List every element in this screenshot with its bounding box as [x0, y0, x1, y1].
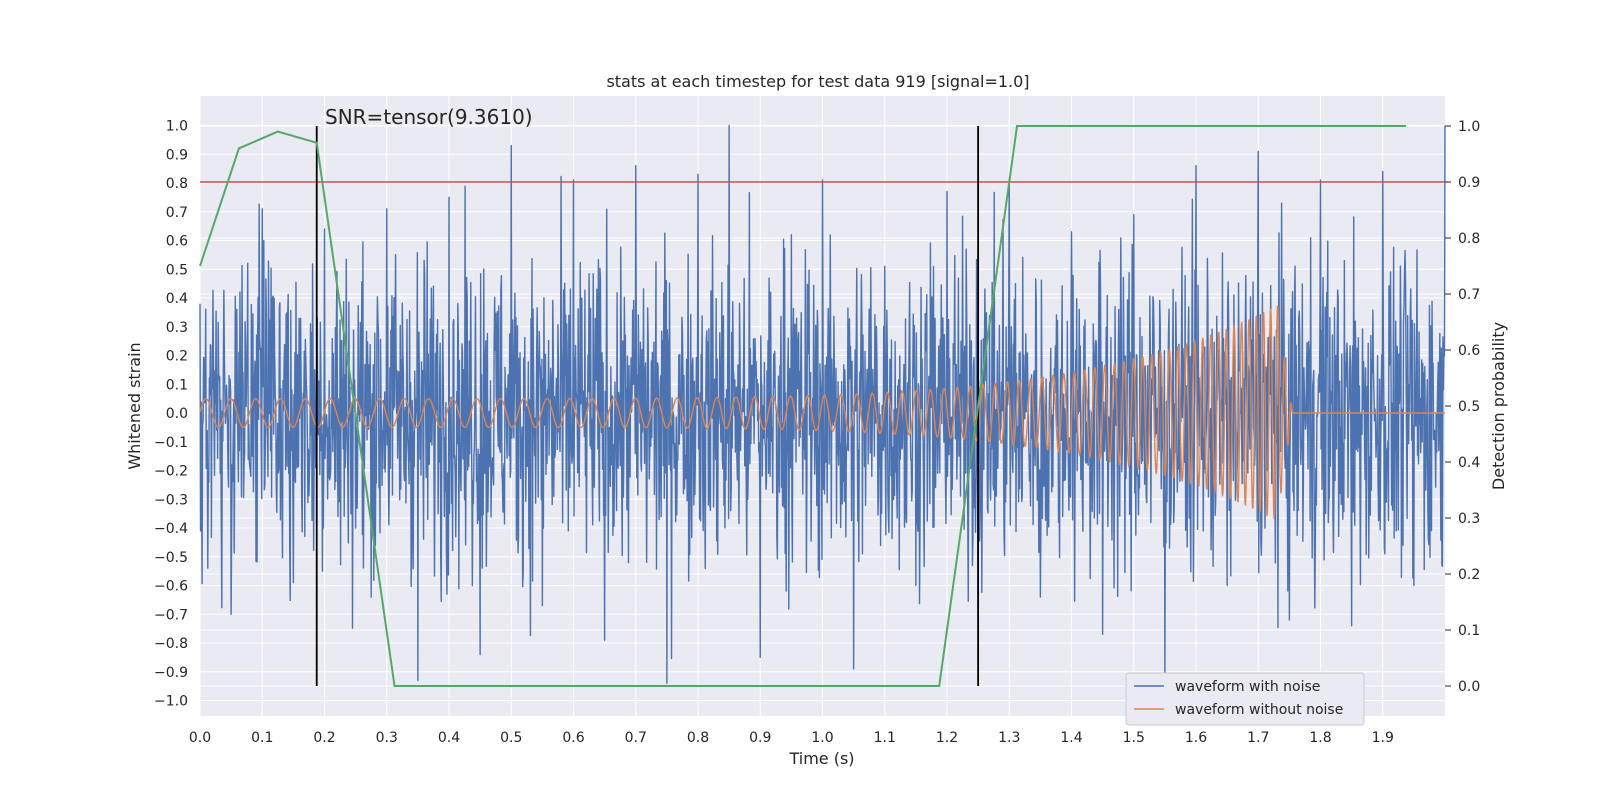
y-tick-label: 0.3: [166, 320, 188, 336]
x-tick-label: 1.9: [1372, 730, 1394, 746]
legend-label-noise: waveform with noise: [1175, 679, 1320, 695]
x-tick-label: 0.9: [749, 730, 771, 746]
snr-annotation: SNR=tensor(9.3610): [325, 105, 533, 129]
y2-tick-label: 0.3: [1458, 511, 1480, 527]
x-tick-label: 0.7: [625, 730, 647, 746]
legend-box: [1125, 672, 1365, 726]
x-tick-label: 0.5: [500, 730, 522, 746]
x-tick-label: 0.6: [562, 730, 584, 746]
x-tick-label: 1.4: [1060, 730, 1082, 746]
legend-label-clean: waveform without noise: [1175, 702, 1343, 718]
x-tick-label: 0.1: [251, 730, 273, 746]
y-tick-label: 1.0: [166, 119, 188, 135]
y-tick-label: 0.5: [166, 262, 188, 278]
y2-tick-label: 0.6: [1458, 343, 1480, 359]
y-tick-label: −0.4: [154, 521, 188, 537]
x-tick-label: 1.8: [1309, 730, 1331, 746]
y-tick-label: 0.1: [166, 377, 188, 393]
x-tick-label: 0.2: [313, 730, 335, 746]
x-axis-title: Time (s): [788, 749, 854, 768]
x-tick-label: 1.0: [811, 730, 833, 746]
y2-tick-label: 0.9: [1458, 175, 1480, 191]
x-tick-label: 1.5: [1123, 730, 1145, 746]
y-tick-label: −0.5: [154, 550, 188, 566]
x-tick-label: 1.7: [1247, 730, 1269, 746]
y-tick-label: −0.8: [154, 636, 188, 652]
line-waveform-with-noise: [199, 124, 1446, 684]
series-waveform-without-noise: [199, 305, 1445, 520]
y2-tick-label: 1.0: [1458, 119, 1480, 135]
overlays: [199, 125, 1445, 687]
y-tick-label: −0.7: [154, 607, 188, 623]
y-tick-label: −0.9: [154, 665, 188, 681]
y-tick-label: 0.7: [166, 205, 188, 221]
y-tick-label: −0.2: [154, 464, 188, 480]
y2-axis-title: Detection probability: [1489, 322, 1508, 490]
chart-title: stats at each timestep for test data 919…: [606, 72, 1029, 91]
legend: waveform with noise waveform without noi…: [1125, 672, 1365, 726]
y-tick-label: −0.1: [154, 435, 188, 451]
x-tick-label: 0.0: [189, 730, 211, 746]
x-tick-label: 1.2: [936, 730, 958, 746]
y-tick-label: −0.3: [154, 492, 188, 508]
y-tick-label: 0.6: [166, 234, 188, 250]
x-tick-label: 0.3: [376, 730, 398, 746]
y2-tick-label: 0.7: [1458, 287, 1480, 303]
y2-tick-label: 0.2: [1458, 567, 1480, 583]
x-tick-label: 1.1: [874, 730, 896, 746]
y-tick-label: 0.0: [166, 406, 188, 422]
y2-tick-label: 0.4: [1458, 455, 1480, 471]
line-detection-probability: [199, 125, 1407, 687]
y2-tick-label: 0.1: [1458, 623, 1480, 639]
y-tick-label: −1.0: [154, 694, 188, 710]
x-axis-ticks: 0.0 0.1 0.2 0.3 0.4 0.5 0.6 0.7 0.8 0.9 1.0 1.1 1.2 1…: [189, 730, 1394, 746]
x-tick-label: 0.8: [687, 730, 709, 746]
y-tick-label: 0.9: [166, 147, 188, 163]
y2-tick-label: 0.0: [1458, 679, 1480, 695]
y-tick-label: −0.6: [154, 579, 188, 595]
y-tick-label: 0.2: [166, 349, 188, 365]
y-axis-ticks: 1.0 0.9 0.8 0.7 0.6 0.5 0.4 0.3 0.2 0.1 0.0 −0.1 −0.…: [154, 119, 188, 710]
y2-axis-ticks: 1.0 0.9 0.8 0.7 0.6 0.5 0.4 0.3 0.2 0.1 0.0: [1445, 119, 1480, 695]
y-tick-label: 0.8: [166, 176, 188, 192]
series-waveform-with-noise: [199, 124, 1446, 684]
y-tick-label: 0.4: [166, 291, 188, 307]
x-tick-label: 0.4: [438, 730, 460, 746]
y2-tick-label: 0.8: [1458, 231, 1480, 247]
line-waveform-without-noise: [199, 305, 1445, 520]
x-tick-label: 1.6: [1185, 730, 1207, 746]
y2-tick-label: 0.5: [1458, 399, 1480, 415]
y-axis-title: Whitened strain: [125, 342, 144, 469]
x-tick-label: 1.3: [998, 730, 1020, 746]
